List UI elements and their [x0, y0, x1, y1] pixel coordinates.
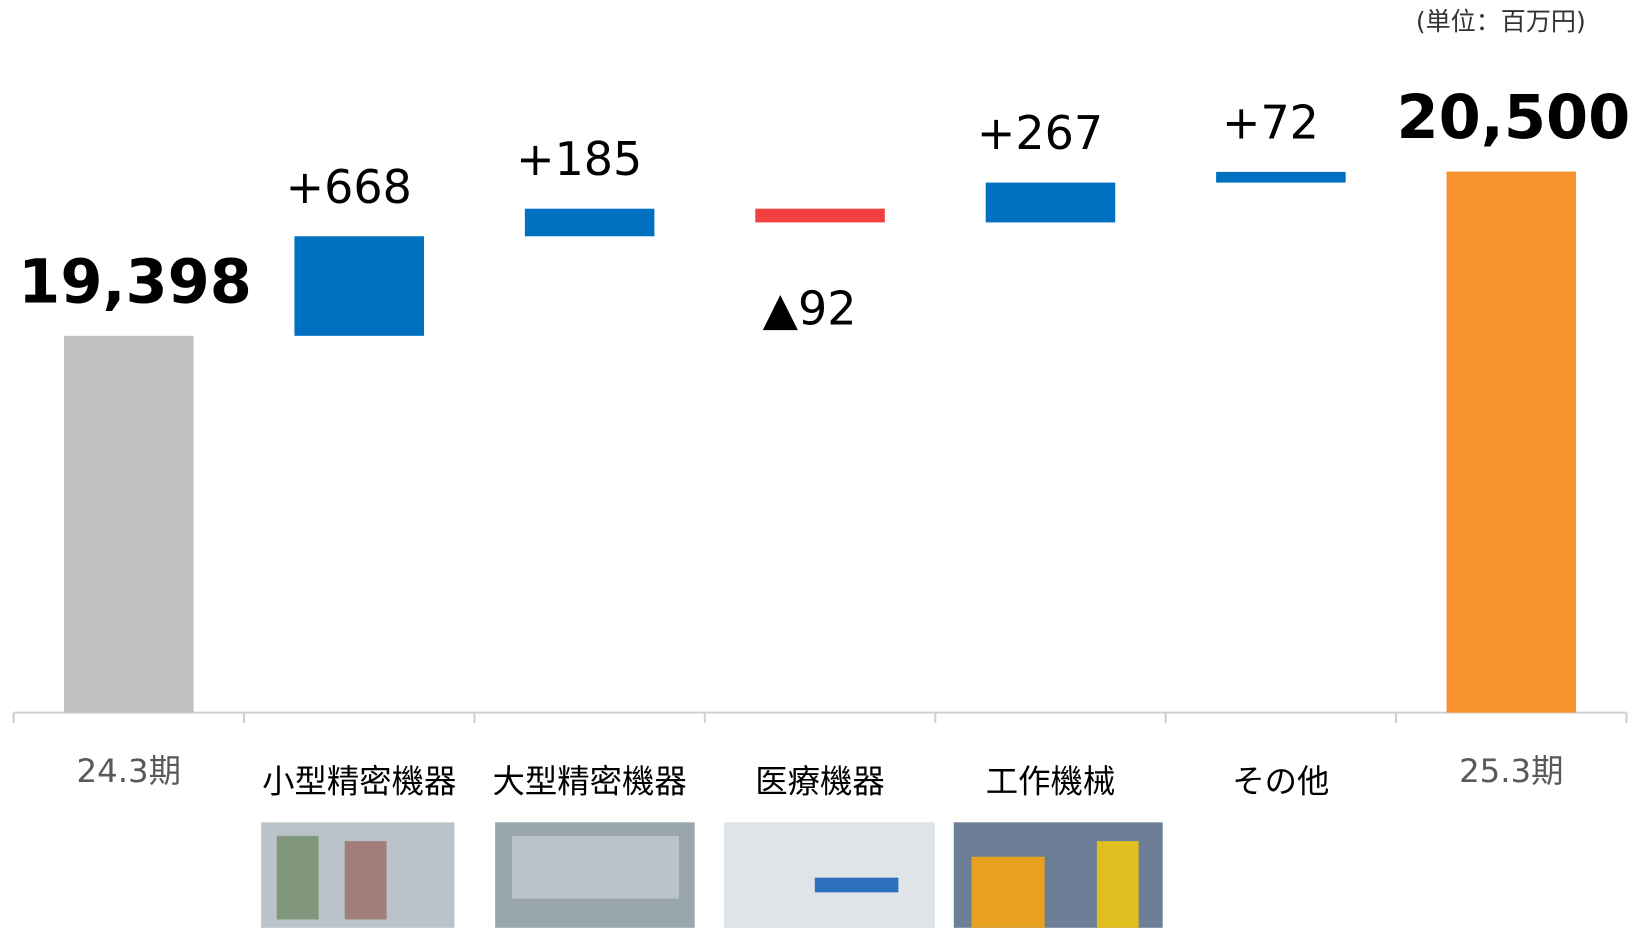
photo-detail	[276, 835, 319, 920]
delta-bar	[755, 208, 885, 223]
x-tick-label: その他	[1232, 763, 1329, 801]
x-tick-label: 小型精密機器	[262, 763, 456, 801]
value-label: 19,398	[18, 247, 252, 317]
unit-note: (単位：百万円)	[1416, 7, 1586, 36]
value-label: 20,500	[1397, 83, 1631, 153]
total-bar	[64, 335, 194, 713]
delta-bar	[524, 208, 655, 237]
photo-detail	[511, 835, 680, 899]
x-tick-label: 24.3期	[77, 752, 181, 790]
x-tick-label: 25.3期	[1459, 752, 1563, 790]
photo-detail	[344, 841, 387, 920]
photo-medical	[723, 822, 935, 928]
photos	[261, 822, 1163, 928]
delta-bar	[985, 182, 1116, 223]
x-tick-label: 大型精密機器	[492, 763, 686, 801]
photo-detail	[971, 856, 1045, 928]
delta-bar	[294, 236, 424, 336]
value-label: +72	[1222, 95, 1319, 149]
x-tick-label: 工作機械	[986, 763, 1116, 801]
photo-detail	[814, 877, 899, 893]
value-label: +267	[977, 106, 1103, 160]
value-label: ▲92	[763, 282, 857, 336]
delta-bar	[1216, 171, 1346, 183]
value-label: +185	[516, 132, 642, 186]
value-label: +668	[286, 160, 412, 214]
photo-detail	[1096, 841, 1139, 928]
total-bar	[1446, 171, 1577, 713]
x-tick-label: 医療機器	[755, 763, 885, 801]
